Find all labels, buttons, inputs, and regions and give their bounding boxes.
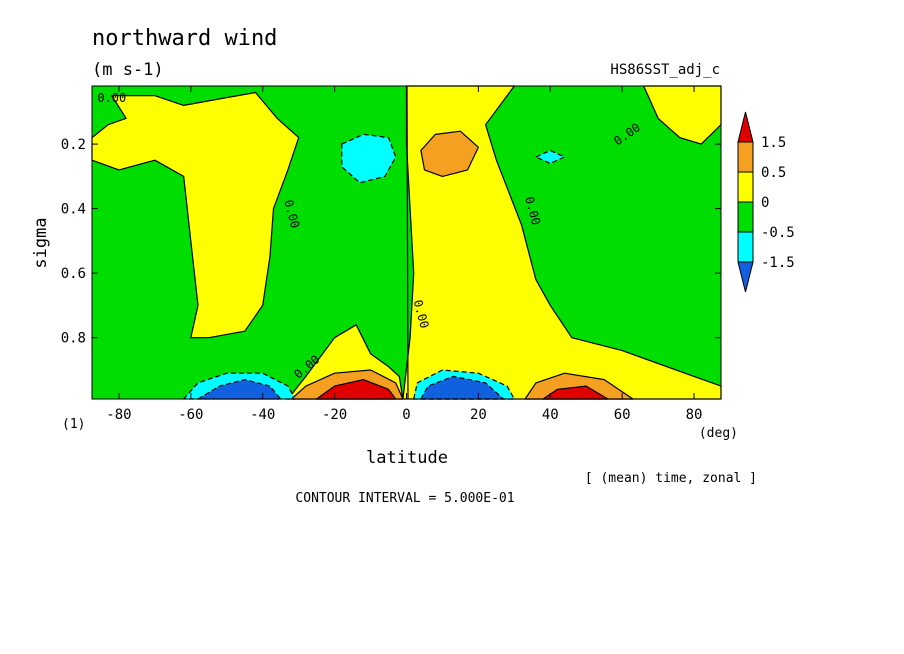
colorbar-swatch <box>737 261 754 293</box>
x-tick-label: -80 <box>106 407 131 423</box>
y-tick-label: 0.8 <box>61 331 86 347</box>
plot-area: 0.000.000.000.000.000.00 <box>91 85 722 400</box>
equator-contour-line <box>406 85 409 400</box>
x-tick-label: -40 <box>250 407 275 423</box>
x-tick-label: 20 <box>470 407 487 423</box>
colorbar-swatch <box>737 171 754 203</box>
y-tick-label: 0.6 <box>61 266 86 282</box>
x-tick-label: 0 <box>402 407 410 423</box>
contour-label: 0.00 <box>97 91 126 105</box>
colorbar-swatch <box>737 111 754 143</box>
colorbar-swatch <box>737 141 754 173</box>
contour-labels: 0.000.000.000.000.000.00 <box>97 91 643 381</box>
x-unit-label: (deg) <box>699 426 738 441</box>
x-axis-title: latitude <box>366 448 448 468</box>
colorbar-level-label: -0.5 <box>761 225 795 241</box>
y-tick-label: 0.4 <box>61 202 86 218</box>
dataset-label: HS86SST_adj_c <box>610 62 720 78</box>
mean-note: [ (mean) time, zonal ] <box>585 471 757 486</box>
x-tick-label: -60 <box>178 407 203 423</box>
colorbar-level-label: 0 <box>761 195 769 211</box>
contour-region-nh-upper-southward-blob <box>535 149 566 164</box>
corner-label: (1) <box>62 417 85 432</box>
x-tick-label: 60 <box>614 407 631 423</box>
colorbar-swatch <box>737 231 754 263</box>
chart-units: (m s-1) <box>92 60 164 80</box>
contour-region-upper-tropical-northward-cell <box>420 130 479 177</box>
colorbar-level-label: -1.5 <box>761 255 795 271</box>
y-axis: 0.2 0.4 0.6 0.8 <box>61 137 721 347</box>
y-axis-title: sigma <box>31 217 51 268</box>
x-axis: -80 -60 -40 -20 0 20 40 60 80 <box>106 86 702 423</box>
y-tick-label: 0.2 <box>61 137 86 153</box>
contour-regions <box>91 85 722 400</box>
contour-interval-label: CONTOUR INTERVAL = 5.000E-01 <box>295 491 514 506</box>
colorbar-level-label: 0.5 <box>761 165 786 181</box>
colorbar-swatch <box>737 201 754 233</box>
x-tick-label: 80 <box>686 407 703 423</box>
chart-title: northward wind <box>92 26 277 51</box>
contour-region-upper-tropical-southward-cell <box>341 133 397 184</box>
contour-region-sh-high-lat-northward <box>91 91 300 339</box>
contour-region-nh-subtropical-northward <box>402 85 722 400</box>
colorbar-level-label: 1.5 <box>761 135 786 151</box>
x-tick-label: -20 <box>322 407 347 423</box>
x-tick-label: 40 <box>542 407 559 423</box>
colorbar: 1.5 0.5 0 -0.5 -1.5 <box>737 111 795 293</box>
